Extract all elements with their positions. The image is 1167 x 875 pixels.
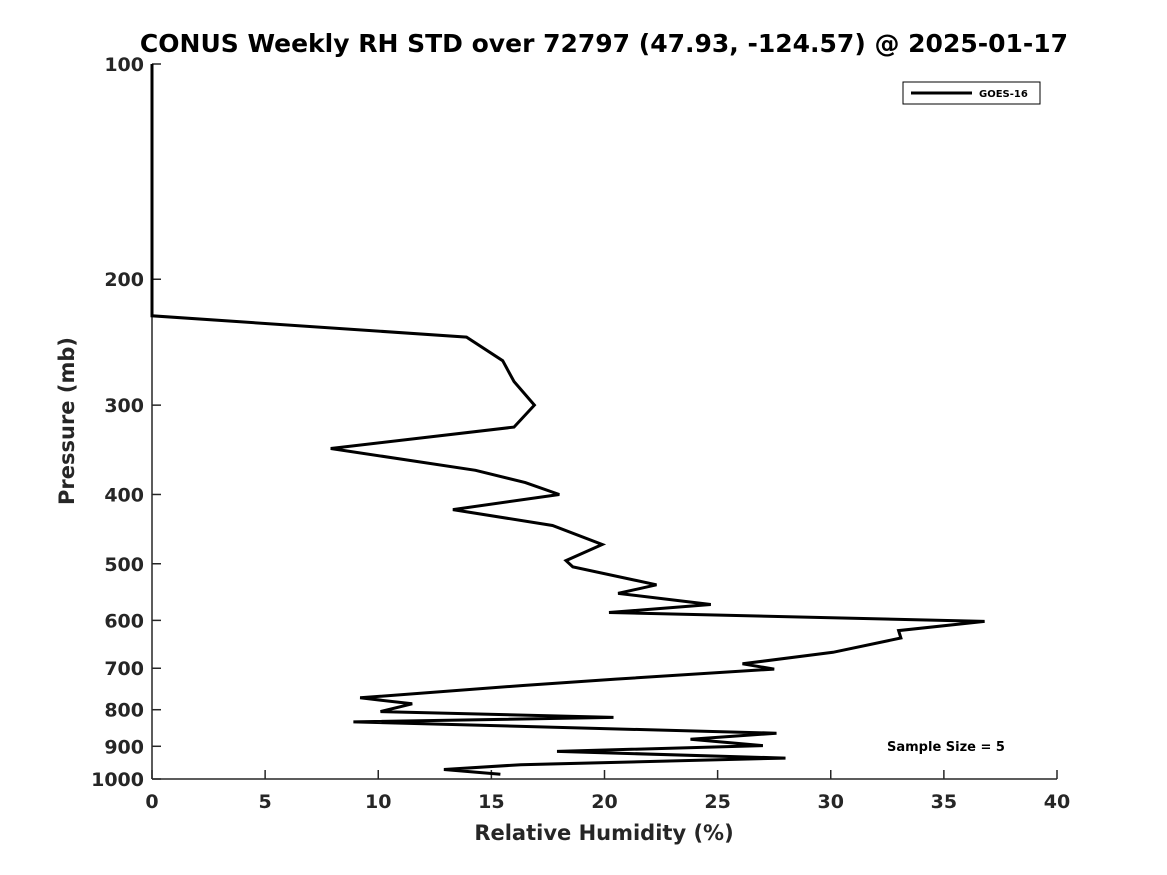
y-tick-label: 600 (104, 610, 144, 632)
x-axis-ticks: 0 5 10 15 20 25 30 35 40 (145, 770, 1070, 813)
x-tick-label: 40 (1044, 791, 1070, 813)
y-tick-label: 200 (104, 269, 144, 291)
y-tick-label: 400 (104, 484, 144, 506)
y-tick-label: 900 (104, 736, 144, 758)
legend: GOES-16 (902, 81, 1041, 105)
x-tick-label: 0 (145, 791, 158, 813)
x-tick-label: 25 (704, 791, 730, 813)
x-tick-label: 5 (259, 791, 272, 813)
y-tick-label: 500 (104, 554, 144, 576)
y-tick-label: 300 (104, 395, 144, 417)
series-line-goes-16 (150, 64, 985, 776)
legend-label-goes-16: GOES-16 (979, 89, 1028, 100)
x-tick-label: 35 (931, 791, 957, 813)
x-axis-label: Relative Humidity (%) (474, 821, 733, 845)
sample-size-annotation: Sample Size = 5 (887, 740, 1005, 755)
x-tick-label: 10 (365, 791, 391, 813)
y-axis-ticks: 100 200 300 400 500 600 700 800 900 1000 (91, 54, 161, 791)
y-tick-label: 800 (104, 700, 144, 722)
chart-title: CONUS Weekly RH STD over 72797 (47.93, -… (140, 29, 1068, 58)
x-tick-label: 15 (478, 791, 504, 813)
x-tick-label: 20 (591, 791, 617, 813)
y-tick-label: 100 (104, 54, 144, 76)
y-tick-label: 700 (104, 658, 144, 680)
y-tick-label: 1000 (91, 769, 144, 791)
x-tick-label: 30 (818, 791, 844, 813)
y-axis-label: Pressure (mb) (55, 337, 79, 505)
